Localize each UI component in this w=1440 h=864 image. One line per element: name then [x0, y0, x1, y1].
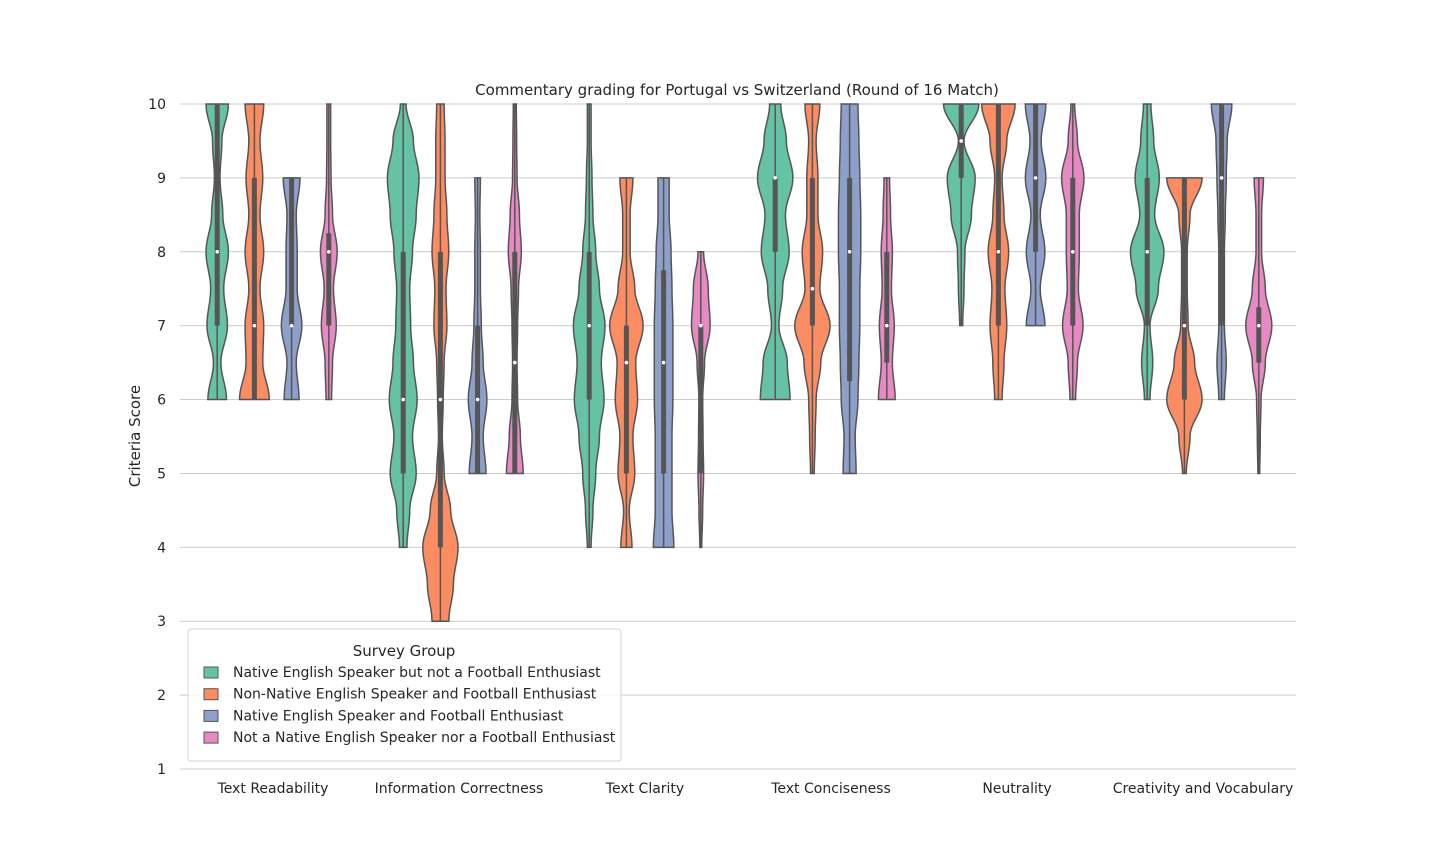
y-tick-label-3: 3 [157, 614, 166, 630]
violin [238, 103, 271, 401]
violin-median-point [847, 249, 852, 254]
y-tick-label-4: 4 [157, 540, 166, 556]
violin-median-point [1257, 323, 1261, 328]
violin-median-point [401, 397, 406, 402]
violin [1210, 103, 1233, 401]
x-tick-label: Text Readability [217, 781, 329, 797]
y-tick-label-1: 1 [157, 762, 166, 778]
x-tick-label: Text Clarity [605, 781, 684, 797]
violin-median-point [773, 176, 777, 180]
violin-median-point [959, 139, 963, 143]
violin [652, 177, 675, 549]
violin-median-point [289, 323, 294, 328]
violin [690, 251, 711, 549]
violin-median-point [327, 249, 331, 254]
violin [1245, 177, 1273, 475]
violin [1165, 177, 1203, 475]
violin [1060, 103, 1085, 401]
legend-swatch [203, 731, 219, 744]
violin [756, 103, 794, 401]
legend-entry: Native English Speaker but not a Footbal… [233, 665, 601, 681]
y-axis-label: Criteria Score [126, 385, 144, 487]
y-tick-label-10: 10 [148, 97, 166, 113]
violin-median-point [885, 323, 889, 328]
violin-median-point [624, 360, 629, 365]
violin-median-point [438, 397, 443, 402]
y-tick-label-5: 5 [157, 466, 166, 482]
violin [572, 103, 606, 549]
legend-title: Survey Group [353, 642, 456, 660]
violin [942, 103, 980, 327]
legend-swatch [203, 709, 219, 722]
violin [422, 103, 459, 622]
x-tick-label: Information Correctness [375, 781, 544, 797]
violin-median-point [1071, 249, 1075, 254]
y-tick-label-2: 2 [157, 688, 166, 704]
violin-median-point [661, 360, 666, 365]
violin-median-point [810, 286, 815, 291]
y-tick-label-8: 8 [157, 245, 166, 261]
legend-entry: Non-Native English Speaker and Football … [233, 687, 597, 703]
violin-median-point [1033, 176, 1038, 180]
violin [608, 177, 644, 549]
violin-median-point [1182, 323, 1187, 328]
violin-median-point [699, 323, 703, 328]
violin [280, 177, 303, 401]
legend-entry: Not a Native English Speaker nor a Footb… [233, 730, 616, 746]
violin [205, 103, 230, 401]
chart-title: Commentary grading for Portugal vs Switz… [475, 81, 999, 99]
violin [837, 103, 862, 475]
violin [1129, 103, 1165, 401]
violin-median-point [252, 323, 257, 328]
violin-median-point [587, 323, 591, 328]
violin-median-point [1219, 176, 1224, 180]
violin [793, 103, 831, 475]
y-tick-label-7: 7 [157, 319, 166, 335]
x-tick-label: Neutrality [982, 781, 1051, 797]
violin-median-point [215, 249, 219, 254]
y-tick-label-9: 9 [157, 171, 166, 187]
legend-swatch [203, 666, 219, 679]
violin-median-point [996, 249, 1001, 254]
axes: 1 2 3 4 5 6 7 8 9 10 Text Readability Information C… [148, 97, 1293, 797]
violin [980, 103, 1016, 401]
violin [467, 177, 488, 475]
x-tick-label: Text Conciseness [770, 781, 891, 797]
violin [386, 103, 420, 549]
legend-swatch [203, 688, 219, 701]
violin-plot-area [205, 103, 1273, 622]
legend-entry: Native English Speaker and Football Enth… [233, 708, 564, 724]
violin-median-point [1145, 249, 1149, 254]
legend-box [187, 628, 622, 762]
violin [1024, 103, 1047, 327]
violin-median-point [475, 397, 480, 402]
violin [877, 177, 896, 401]
violin [505, 103, 524, 475]
y-tick-label-6: 6 [157, 393, 166, 409]
violin [319, 103, 338, 401]
violin-median-point [513, 360, 517, 365]
x-tick-label: Creativity and Vocabulary [1113, 781, 1294, 797]
legend: Survey Group Native English Speaker but n… [187, 628, 622, 762]
